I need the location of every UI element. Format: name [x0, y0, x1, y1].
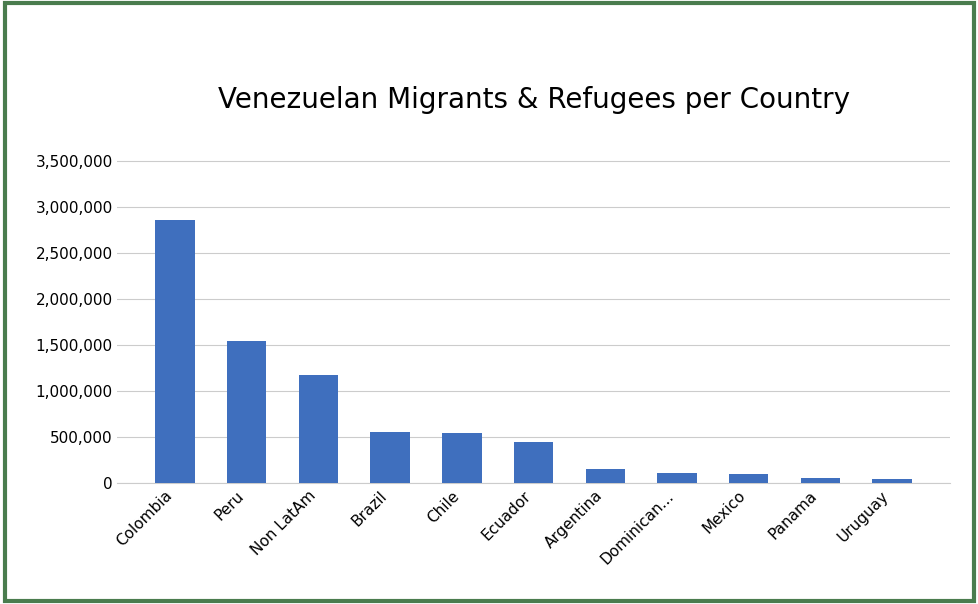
- Bar: [656, 472, 696, 483]
- Bar: [442, 434, 481, 483]
- Bar: [298, 375, 337, 483]
- Title: Venezuelan Migrants & Refugees per Country: Venezuelan Migrants & Refugees per Count…: [217, 86, 849, 114]
- Bar: [370, 432, 410, 483]
- Bar: [227, 341, 266, 483]
- Bar: [585, 469, 624, 483]
- Bar: [800, 478, 839, 483]
- Bar: [729, 474, 768, 483]
- Bar: [871, 478, 911, 483]
- Bar: [513, 442, 553, 483]
- Bar: [156, 220, 195, 483]
